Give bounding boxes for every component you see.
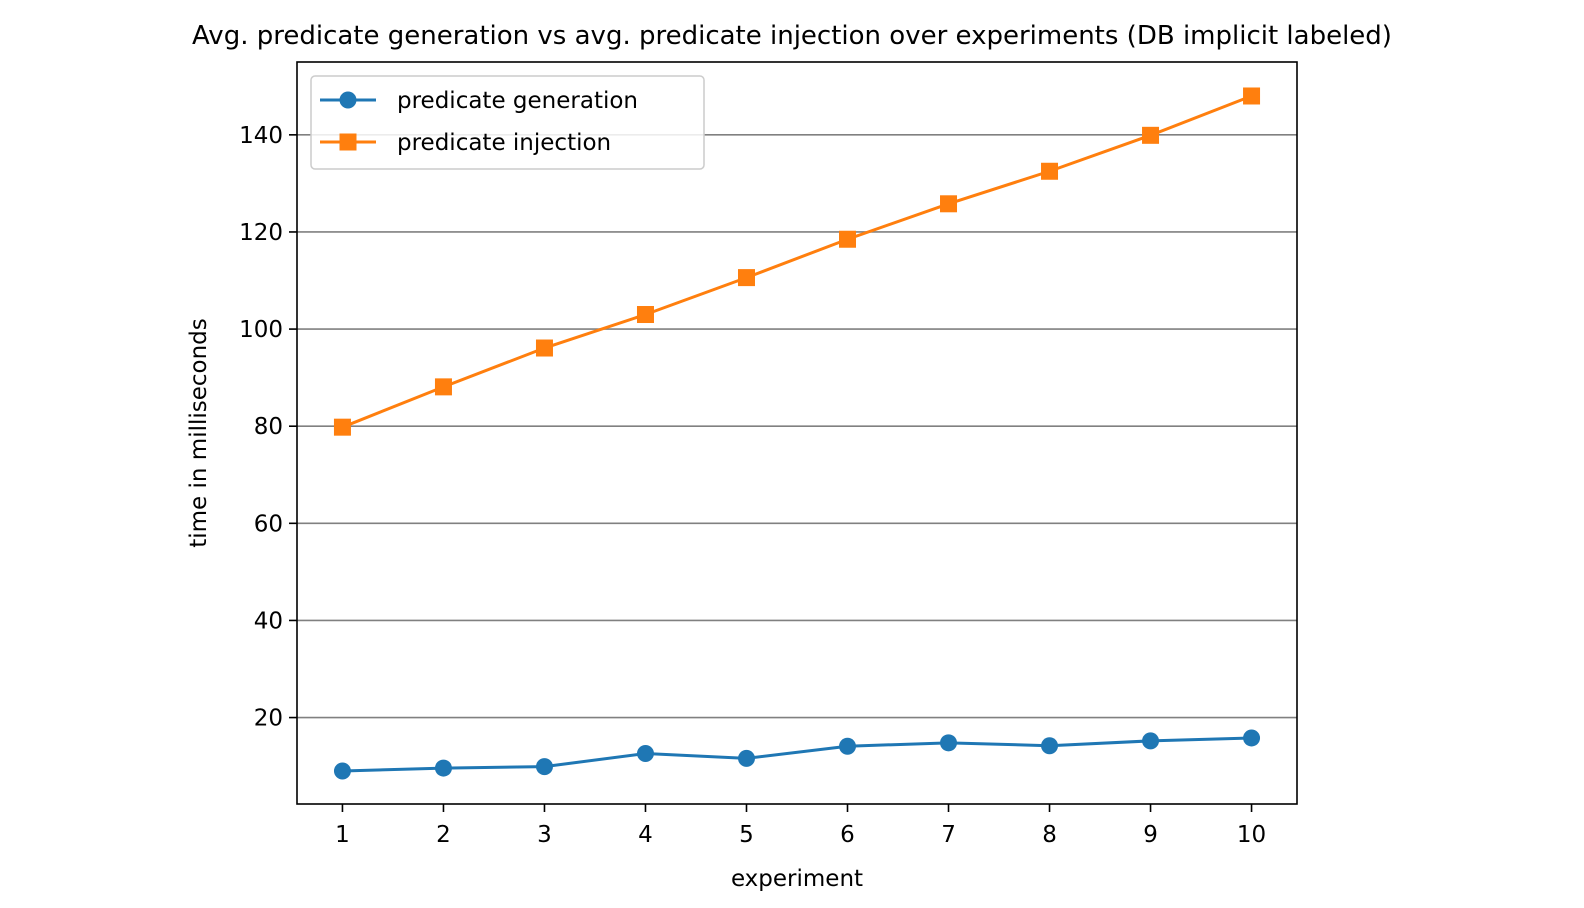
x-tick-label: 4: [638, 822, 653, 848]
plot-frame: [296, 61, 1298, 805]
data-point: [1243, 87, 1261, 105]
data-point: [940, 195, 958, 213]
x-tick-label: 10: [1237, 822, 1266, 848]
series-layer: [333, 87, 1261, 780]
x-axis-ticks: 1 2 3 4 5 6 7 8 9 10: [335, 804, 1266, 848]
x-tick-label: 1: [335, 822, 350, 848]
y-tick-label: 120: [239, 220, 283, 246]
grid-lines: [297, 134, 1297, 719]
data-point: [333, 762, 351, 780]
data-point: [636, 306, 654, 324]
legend-swatch-marker: [339, 91, 357, 109]
y-tick-label: 20: [254, 706, 283, 732]
legend-label: predicate injection: [397, 130, 611, 156]
legend-item: predicate generation: [320, 88, 638, 114]
y-axis-ticks: 20 40 60 80 100 120 140: [239, 123, 297, 732]
data-point: [737, 269, 755, 287]
data-point: [1142, 732, 1160, 750]
series-line-predicate-generation: [342, 736, 1252, 773]
y-tick-label: 40: [254, 608, 283, 634]
data-point: [1142, 126, 1160, 144]
series-predicate-injection: [333, 87, 1261, 436]
x-tick-label: 7: [941, 822, 956, 848]
data-point: [940, 734, 958, 752]
y-tick-label: 100: [239, 317, 283, 343]
data-point: [434, 378, 452, 396]
series-line-predicate-injection: [341, 94, 1253, 429]
data-point: [434, 759, 452, 777]
x-tick-label: 9: [1143, 822, 1158, 848]
data-point: [535, 758, 553, 776]
y-tick-label: 60: [254, 511, 283, 537]
legend-box: [310, 75, 705, 170]
chart-title: Avg. predicate generation vs avg. predic…: [192, 21, 1392, 51]
data-point: [535, 339, 553, 357]
data-point: [737, 749, 755, 767]
x-tick-label: 8: [1042, 822, 1057, 848]
legend-swatch-marker: [339, 133, 357, 151]
data-point: [1041, 737, 1059, 755]
x-tick-label: 3: [537, 822, 552, 848]
legend-item: predicate injection: [320, 130, 611, 156]
x-tick-label: 5: [739, 822, 754, 848]
legend: predicate generation predicate injection: [310, 75, 705, 170]
data-point: [1243, 729, 1261, 747]
y-tick-label: 80: [254, 414, 283, 440]
data-point: [333, 418, 351, 436]
series-predicate-generation: [333, 729, 1261, 780]
legend-label: predicate generation: [397, 88, 638, 114]
x-tick-label: 2: [436, 822, 451, 848]
x-tick-label: 6: [840, 822, 855, 848]
x-axis-label: experiment: [731, 866, 863, 892]
y-tick-label: 140: [239, 123, 283, 149]
data-point: [839, 230, 857, 248]
data-point: [1041, 162, 1059, 180]
data-point: [636, 744, 654, 762]
y-axis-label: time in milliseconds: [186, 318, 212, 548]
data-point: [839, 737, 857, 755]
